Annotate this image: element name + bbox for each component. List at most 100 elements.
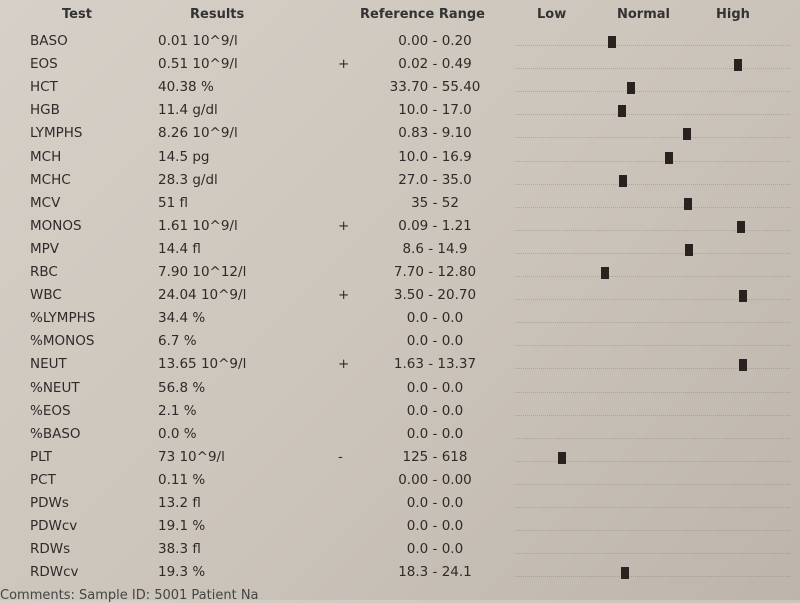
result-row: MCHC 28.3 g/dl 27.0 - 35.0: [0, 172, 800, 195]
reference-range: 18.3 - 24.1: [398, 564, 472, 581]
test-name: %EOS: [30, 402, 71, 419]
result-row: BASO 0.01 10^9/l 0.00 - 0.20: [0, 33, 800, 56]
range-marker: [558, 451, 566, 464]
result-flag: +: [338, 217, 350, 234]
test-name: NEUT: [30, 356, 67, 373]
row-guide: [515, 368, 790, 370]
range-marker: [739, 359, 747, 372]
row-guide: [515, 414, 790, 416]
reference-range: 0.0 - 0.0: [406, 310, 464, 327]
row-guide: [515, 114, 790, 116]
test-result: 19.1 %: [158, 518, 206, 535]
row-guide: [515, 160, 790, 162]
result-row: RDWs 38.3 fl 0.0 - 0.0: [0, 541, 800, 564]
reference-range: 0.02 - 0.49: [398, 56, 472, 73]
result-row: PCT 0.11 % 0.00 - 0.00: [0, 472, 800, 495]
test-result: 0.0 %: [158, 425, 197, 442]
result-row: %LYMPHS 34.4 % 0.0 - 0.0: [0, 310, 800, 333]
reference-range: 0.0 - 0.0: [406, 402, 464, 419]
reference-range: 0.09 - 1.21: [398, 217, 472, 234]
row-guide: [515, 229, 790, 231]
row-guide: [515, 530, 790, 532]
reference-range: 1.63 - 13.37: [393, 356, 477, 373]
row-guide: [515, 137, 790, 139]
result-row: MPV 14.4 fl 8.6 - 14.9: [0, 241, 800, 264]
test-result: 6.7 %: [158, 333, 197, 350]
test-name: PDWcv: [30, 518, 78, 535]
test-result: 13.2 fl: [158, 495, 201, 511]
reference-range: 0.0 - 0.0: [406, 495, 464, 511]
test-name: MCHC: [30, 171, 71, 188]
result-row: HCT 40.38 % 33.70 - 55.40: [0, 79, 800, 102]
test-name: LYMPHS: [30, 125, 83, 142]
reference-range: 27.0 - 35.0: [398, 171, 472, 188]
range-marker: [734, 59, 742, 72]
reference-range: 0.0 - 0.0: [406, 379, 464, 396]
range-marker: [684, 197, 692, 210]
range-marker: [619, 174, 627, 187]
test-result: 24.04 10^9/l: [158, 287, 247, 304]
row-guide: [515, 507, 790, 508]
result-row: PDWs 13.2 fl 0.0 - 0.0: [0, 495, 800, 518]
row-guide: [515, 91, 790, 93]
test-result: 1.61 10^9/l: [158, 217, 238, 234]
reference-range: 10.0 - 17.0: [398, 102, 472, 119]
result-row: NEUT 13.65 10^9/l +1.63 - 13.37: [0, 356, 800, 379]
row-guide: [515, 45, 790, 46]
reference-range: 7.70 - 12.80: [393, 264, 477, 280]
result-row: MCH 14.5 pg 10.0 - 16.9: [0, 149, 800, 172]
reference-range: 0.83 - 9.10: [398, 125, 472, 142]
result-flag: -: [338, 448, 343, 465]
row-guide: [515, 206, 790, 208]
test-name: %LYMPHS: [30, 310, 96, 327]
row-guide: [515, 576, 790, 578]
test-name: MCV: [30, 194, 61, 211]
test-result: 13.65 10^9/l: [158, 356, 247, 373]
test-result: 51 fl: [158, 194, 188, 211]
test-name: PCT: [30, 471, 56, 488]
result-flag: +: [338, 56, 350, 73]
reference-range: 3.50 - 20.70: [393, 287, 477, 304]
range-marker: [683, 128, 691, 141]
reference-range: 125 - 618: [402, 448, 468, 465]
header-test: Test: [62, 7, 92, 22]
header-low: Low: [537, 7, 567, 22]
range-marker: [608, 36, 616, 48]
test-name: MONOS: [30, 217, 82, 234]
test-name: HCT: [30, 79, 58, 96]
result-row: WBC 24.04 10^9/l +3.50 - 20.70: [0, 287, 800, 310]
row-guide: [515, 345, 790, 347]
reference-range: 0.00 - 0.20: [398, 33, 472, 49]
range-marker: [737, 220, 745, 233]
test-result: 8.26 10^9/l: [158, 125, 238, 142]
range-marker: [621, 567, 629, 580]
result-row: %NEUT 56.8 % 0.0 - 0.0: [0, 380, 800, 403]
header-normal: Normal: [617, 7, 670, 22]
row-guide: [515, 276, 790, 277]
reference-range: 0.00 - 0.00: [398, 471, 472, 488]
result-flag: +: [338, 287, 350, 304]
test-name: HGB: [30, 102, 60, 119]
result-row: %BASO 0.0 % 0.0 - 0.0: [0, 426, 800, 449]
result-row: HGB 11.4 g/dl 10.0 - 17.0: [0, 102, 800, 125]
row-guide: [515, 322, 790, 324]
test-name: RDWcv: [30, 564, 79, 581]
result-row: PDWcv 19.1 % 0.0 - 0.0: [0, 518, 800, 541]
test-result: 11.4 g/dl: [158, 102, 218, 119]
reference-range: 0.0 - 0.0: [406, 425, 464, 442]
result-row: PLT 73 10^9/l - 125 - 618: [0, 449, 800, 472]
reference-range: 10.0 - 16.9: [398, 148, 472, 165]
reference-range: 0.0 - 0.0: [406, 333, 464, 350]
range-marker: [618, 105, 626, 118]
row-guide: [515, 460, 790, 462]
footer: Comments: Sample ID: 5001 Patient Na: [0, 588, 259, 603]
test-result: 40.38 %: [158, 79, 214, 96]
row-guide: [515, 437, 790, 439]
range-marker: [739, 290, 747, 303]
test-name: MPV: [30, 240, 60, 257]
test-name: MCH: [30, 148, 62, 165]
header-range: Reference Range: [360, 7, 485, 22]
reference-range: 35 - 52: [411, 194, 459, 211]
test-name: RDWs: [30, 541, 71, 558]
result-row: %MONOS 6.7 % 0.0 - 0.0: [0, 333, 800, 356]
